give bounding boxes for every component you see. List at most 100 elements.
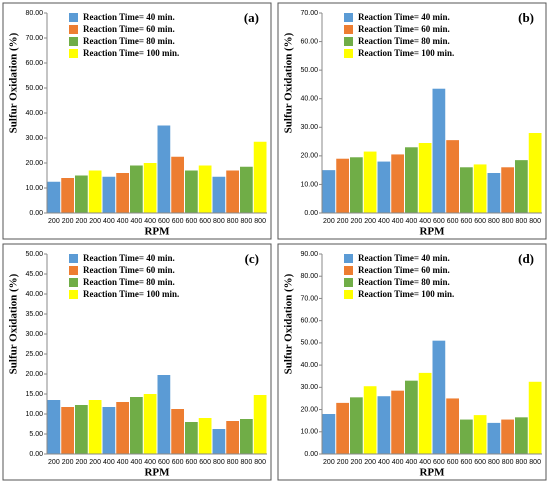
x-tick-label: 400	[406, 218, 418, 225]
bar	[185, 170, 198, 213]
y-tick-label: 40.00	[25, 110, 43, 117]
x-tick-label: 200	[76, 459, 88, 466]
legend-swatch	[69, 25, 78, 34]
bar	[336, 158, 349, 213]
y-tick-label: 15.00	[25, 391, 43, 398]
x-axis-label: RPM	[144, 226, 170, 238]
bar	[515, 160, 528, 213]
y-tick-label: 80.00	[300, 273, 318, 280]
x-tick-label: 600	[447, 459, 459, 466]
bar	[405, 147, 418, 213]
panel-border	[277, 243, 547, 481]
x-tick-label: 600	[172, 218, 184, 225]
x-tick-label: 200	[364, 459, 376, 466]
x-tick-label: 200	[48, 218, 60, 225]
x-tick-label: 600	[186, 459, 198, 466]
bar	[515, 417, 528, 454]
legend-swatch	[69, 37, 78, 46]
bar	[405, 380, 418, 454]
legend-label: Reaction Time= 60 min.	[83, 24, 175, 34]
x-tick-label: 800	[241, 459, 253, 466]
x-tick-label: 400	[131, 459, 143, 466]
y-tick-label: 0.00	[304, 451, 318, 458]
bar	[460, 167, 473, 213]
x-tick-label: 800	[488, 459, 500, 466]
x-tick-label: 200	[89, 459, 101, 466]
y-tick-label: 10.00	[25, 411, 43, 418]
x-tick-label: 600	[172, 459, 184, 466]
y-tick-label: 50.00	[25, 85, 43, 92]
y-tick-label: 30.00	[300, 124, 318, 131]
bar	[47, 181, 61, 213]
panel-title: (c)	[245, 251, 259, 266]
x-tick-label: 800	[254, 218, 266, 225]
x-tick-label: 400	[117, 459, 129, 466]
y-axis-label: Sulfur Oxidation (%)	[8, 32, 20, 133]
x-tick-label: 800	[516, 218, 528, 225]
x-tick-label: 200	[323, 218, 335, 225]
bar	[418, 143, 432, 213]
bar	[528, 381, 542, 454]
x-tick-label: 600	[186, 218, 198, 225]
bar	[501, 167, 514, 213]
y-tick-label: 60.00	[300, 318, 318, 325]
legend-label: Reaction Time= 40 min.	[358, 253, 450, 263]
x-tick-label: 200	[364, 218, 376, 225]
x-tick-label: 600	[158, 459, 170, 466]
bar	[75, 175, 88, 213]
bar	[198, 418, 212, 454]
y-tick-label: 0.00	[304, 210, 318, 217]
legend-label: Reaction Time= 100 min.	[358, 289, 454, 299]
y-tick-label: 20.00	[300, 406, 318, 413]
x-tick-label: 400	[378, 459, 390, 466]
panel-title: (d)	[518, 251, 534, 266]
y-tick-label: 70.00	[300, 295, 318, 302]
x-tick-label: 600	[199, 218, 211, 225]
x-tick-label: 200	[337, 459, 349, 466]
bar	[473, 415, 487, 454]
y-tick-label: 40.00	[300, 96, 318, 103]
panel-border	[2, 243, 272, 481]
y-tick-label: 30.00	[25, 331, 43, 338]
y-tick-label: 60.00	[25, 60, 43, 67]
legend-label: Reaction Time= 80 min.	[358, 36, 450, 46]
bar	[212, 176, 226, 213]
x-tick-label: 400	[144, 459, 156, 466]
bar	[157, 375, 171, 454]
y-tick-label: 90.00	[300, 251, 318, 258]
x-tick-label: 400	[117, 218, 129, 225]
y-tick-label: 45.00	[25, 271, 43, 278]
legend-swatch	[344, 290, 353, 299]
legend-swatch	[344, 13, 353, 22]
legend-swatch	[69, 254, 78, 263]
legend-label: Reaction Time= 100 min.	[83, 289, 179, 299]
legend-label: Reaction Time= 80 min.	[358, 277, 450, 287]
x-tick-label: 800	[529, 459, 541, 466]
bar	[143, 163, 157, 213]
y-tick-label: 0.00	[29, 451, 43, 458]
bar	[226, 170, 239, 213]
x-tick-label: 200	[48, 459, 60, 466]
bar	[253, 141, 267, 213]
y-tick-label: 10.00	[25, 185, 43, 192]
x-tick-label: 800	[502, 459, 514, 466]
y-tick-label: 10.00	[300, 429, 318, 436]
y-axis-label: Sulfur Oxidation (%)	[8, 273, 20, 374]
x-tick-label: 200	[62, 218, 74, 225]
y-tick-label: 30.00	[25, 135, 43, 142]
bar	[528, 133, 542, 213]
x-tick-label: 400	[392, 218, 404, 225]
x-tick-label: 400	[103, 218, 115, 225]
x-tick-label: 400	[419, 218, 431, 225]
bar	[501, 419, 514, 454]
legend-label: Reaction Time= 40 min.	[358, 12, 450, 22]
legend-swatch	[69, 278, 78, 287]
x-tick-label: 200	[351, 218, 363, 225]
bar	[61, 407, 74, 454]
x-tick-label: 400	[144, 218, 156, 225]
panel-border	[277, 2, 547, 240]
legend-swatch	[69, 290, 78, 299]
y-tick-label: 70.00	[300, 10, 318, 17]
